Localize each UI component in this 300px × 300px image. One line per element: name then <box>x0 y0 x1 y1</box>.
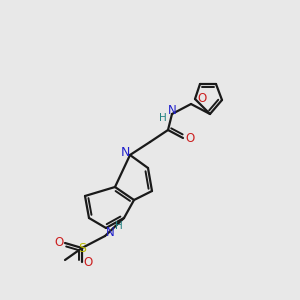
Text: N: N <box>168 103 176 116</box>
Text: O: O <box>197 92 207 106</box>
Text: O: O <box>83 256 93 268</box>
Text: O: O <box>185 131 195 145</box>
Text: S: S <box>78 242 86 254</box>
Text: H: H <box>159 113 167 123</box>
Text: H: H <box>115 221 123 231</box>
Text: N: N <box>106 226 114 238</box>
Text: O: O <box>54 236 64 250</box>
Text: N: N <box>120 146 130 160</box>
